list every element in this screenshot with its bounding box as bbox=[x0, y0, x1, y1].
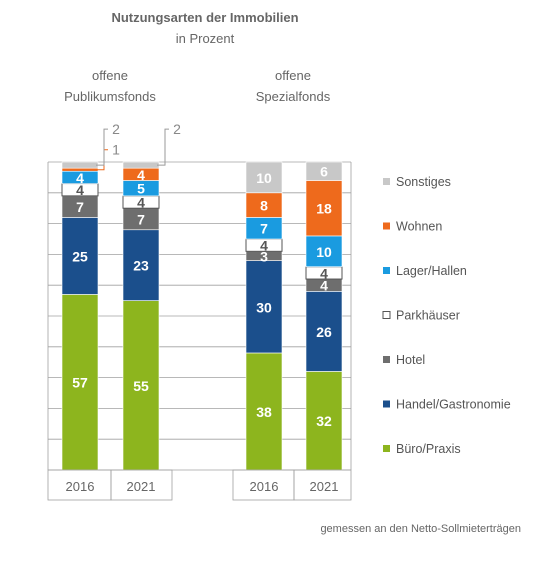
bar-segment bbox=[61, 294, 99, 471]
x-tick-label: 2016 bbox=[250, 479, 279, 494]
bar-segment bbox=[305, 235, 343, 268]
legend-label: Lager/Hallen bbox=[396, 264, 467, 278]
data-label: 25 bbox=[72, 248, 88, 264]
data-label: 10 bbox=[316, 244, 332, 260]
x-tick-label: 2021 bbox=[127, 479, 156, 494]
data-label: 8 bbox=[260, 198, 268, 214]
plot-area bbox=[47, 161, 352, 471]
legend: Sonstiges Wohnen Lager/Hallen Parkhäuser Hot… bbox=[382, 175, 511, 456]
legend-label: Hotel bbox=[396, 353, 425, 367]
bar-segment bbox=[122, 229, 160, 301]
data-label: 2 bbox=[173, 121, 181, 137]
legend-swatch bbox=[382, 311, 391, 319]
group-label: Publikumsfonds bbox=[64, 89, 156, 104]
data-label: 7 bbox=[76, 199, 84, 215]
data-label: 23 bbox=[133, 258, 149, 274]
x-axis-cell bbox=[293, 469, 352, 501]
group-label: Spezialfonds bbox=[256, 89, 331, 104]
data-label: 2 bbox=[112, 121, 120, 137]
x-tick-label: 2016 bbox=[66, 479, 95, 494]
bar-segment bbox=[245, 192, 283, 218]
data-label: 5 bbox=[137, 181, 145, 197]
data-label: 32 bbox=[316, 413, 332, 429]
legend-label: Parkhäuser bbox=[396, 309, 460, 323]
bar-segment bbox=[245, 260, 283, 354]
legend-swatch bbox=[383, 178, 390, 185]
x-axis-cell bbox=[110, 469, 173, 501]
data-label: 4 bbox=[76, 182, 84, 198]
legend-label: Sonstiges bbox=[396, 175, 451, 189]
group-label: offene bbox=[92, 68, 128, 83]
x-axis: 2016 2021 2016 2021 offene Publikumsfonds offe… bbox=[47, 68, 352, 501]
data-label: 4 bbox=[320, 265, 328, 281]
x-tick-label: 2021 bbox=[310, 479, 339, 494]
legend-label: Wohnen bbox=[396, 220, 442, 234]
data-label: 4 bbox=[76, 170, 84, 186]
data-label: 55 bbox=[133, 378, 149, 394]
bar-segment bbox=[61, 217, 99, 295]
bar-segment bbox=[245, 161, 283, 194]
bar-segment bbox=[305, 180, 343, 237]
data-label: 10 bbox=[256, 170, 272, 186]
bars bbox=[61, 161, 343, 471]
data-label: 6 bbox=[320, 164, 328, 180]
leader-line bbox=[157, 128, 169, 166]
data-label: 4 bbox=[260, 238, 268, 254]
bar-segment bbox=[305, 291, 343, 372]
legend-swatch bbox=[383, 356, 390, 363]
data-label: 30 bbox=[256, 299, 272, 315]
group-label: offene bbox=[275, 68, 311, 83]
legend-swatch bbox=[383, 400, 390, 408]
data-label: 7 bbox=[260, 221, 268, 237]
leader-line bbox=[96, 128, 108, 166]
data-label: 18 bbox=[316, 201, 332, 217]
legend-label: Handel/Gastronomie bbox=[396, 398, 511, 412]
data-label: 4 bbox=[137, 195, 145, 211]
legend-swatch bbox=[383, 445, 390, 452]
data-label: 3 bbox=[260, 248, 268, 264]
data-label: 1 bbox=[112, 142, 120, 158]
data-label: 4 bbox=[320, 278, 328, 294]
chart-title: Nutzungsarten der Immobilien bbox=[111, 10, 298, 25]
legend-label: Büro/Praxis bbox=[396, 442, 461, 456]
bar-segment bbox=[61, 161, 99, 169]
chart-subtitle: in Prozent bbox=[176, 31, 235, 46]
data-label: 7 bbox=[137, 211, 145, 227]
legend-swatch bbox=[383, 222, 390, 230]
data-label: 38 bbox=[256, 404, 272, 420]
data-label: 57 bbox=[72, 375, 88, 391]
data-label: 4 bbox=[137, 167, 145, 183]
legend-swatch bbox=[383, 267, 390, 274]
bar-segment bbox=[305, 161, 343, 181]
data-label: 26 bbox=[316, 324, 332, 340]
chart-note: gemessen an den Netto-Sollmieterträgen bbox=[320, 523, 521, 535]
bar-segment bbox=[305, 371, 343, 471]
